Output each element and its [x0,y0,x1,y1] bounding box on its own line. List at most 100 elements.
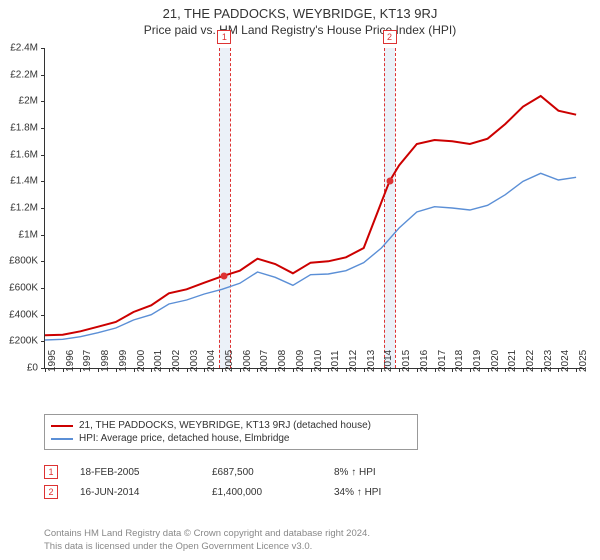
sales-row: 118-FEB-2005£687,5008% ↑ HPI [44,462,381,482]
x-tick [399,368,400,372]
legend-row: 21, THE PADDOCKS, WEYBRIDGE, KT13 9RJ (d… [51,419,411,432]
x-tick [311,368,312,372]
x-tick [523,368,524,372]
x-axis-label: 1998 [100,350,111,372]
plot-region: 12 [44,48,585,369]
x-axis-label: 2008 [277,350,288,372]
series-hpi [45,173,576,340]
x-axis-label: 2013 [366,350,377,372]
legend-box: 21, THE PADDOCKS, WEYBRIDGE, KT13 9RJ (d… [44,414,418,450]
y-tick [41,208,45,209]
sale-delta: 8% ↑ HPI [334,467,376,478]
x-axis-label: 2021 [507,350,518,372]
x-axis-label: 2022 [525,350,536,372]
x-axis-label: 2024 [560,350,571,372]
y-axis-label: £1.8M [10,123,38,134]
y-tick [41,315,45,316]
x-axis-label: 2020 [490,350,501,372]
attribution-line1: Contains HM Land Registry data © Crown c… [44,528,370,541]
y-axis-label: £0 [27,363,38,374]
x-axis-label: 2005 [224,350,235,372]
title-main: 21, THE PADDOCKS, WEYBRIDGE, KT13 9RJ [0,6,600,21]
sales-table: 118-FEB-2005£687,5008% ↑ HPI216-JUN-2014… [44,462,381,502]
x-axis-label: 2001 [153,350,164,372]
x-tick [364,368,365,372]
x-axis-label: 1996 [65,350,76,372]
y-tick [41,48,45,49]
series-property [45,96,576,335]
y-axis-label: £1M [19,229,38,240]
y-tick [41,181,45,182]
y-axis-label: £800K [9,256,38,267]
title-sub: Price paid vs. HM Land Registry's House … [0,23,600,37]
sale-marker: 2 [383,30,397,44]
x-axis-label: 2006 [242,350,253,372]
x-tick [134,368,135,372]
chart-area: 12 £0£200K£400K£600K£800K£1M£1.2M£1.4M£1… [44,48,584,404]
x-tick [63,368,64,372]
x-tick [116,368,117,372]
sale-index-box: 1 [44,465,58,479]
x-tick [293,368,294,372]
y-tick [41,235,45,236]
x-axis-label: 2019 [472,350,483,372]
x-axis-label: 2016 [419,350,430,372]
y-axis-label: £1.6M [10,149,38,160]
x-axis-label: 2012 [348,350,359,372]
legend-label: HPI: Average price, detached house, Elmb… [79,433,290,444]
y-tick [41,101,45,102]
x-tick [240,368,241,372]
y-axis-label: £1.2M [10,203,38,214]
x-tick [417,368,418,372]
x-axis-label: 1997 [82,350,93,372]
x-axis-label: 2015 [401,350,412,372]
x-axis-label: 2017 [437,350,448,372]
y-tick [41,288,45,289]
y-axis-label: £600K [9,283,38,294]
y-axis-label: £2.4M [10,43,38,54]
x-tick [470,368,471,372]
sale-index-box: 2 [44,485,58,499]
sale-point [221,273,228,280]
title-block: 21, THE PADDOCKS, WEYBRIDGE, KT13 9RJ Pr… [0,0,600,37]
x-axis-label: 2009 [295,350,306,372]
legend-row: HPI: Average price, detached house, Elmb… [51,432,411,445]
x-tick [187,368,188,372]
attribution: Contains HM Land Registry data © Crown c… [44,528,370,554]
x-tick [45,368,46,372]
x-axis-label: 2011 [330,350,341,372]
x-axis-label: 1999 [118,350,129,372]
price-chart-container: { "title": { "main": "21, THE PADDOCKS, … [0,0,600,560]
x-axis-label: 2023 [543,350,554,372]
x-tick [222,368,223,372]
sale-date: 16-JUN-2014 [80,487,190,498]
x-axis-label: 2002 [171,350,182,372]
y-tick [41,261,45,262]
x-axis-label: 2010 [313,350,324,372]
y-axis-label: £2.2M [10,69,38,80]
x-axis-label: 2007 [259,350,270,372]
x-axis-label: 2003 [189,350,200,372]
x-axis-label: 2014 [383,350,394,372]
x-tick [488,368,489,372]
y-axis-label: £2M [19,96,38,107]
x-tick [275,368,276,372]
x-tick [98,368,99,372]
legend-swatch [51,425,73,427]
sale-point [386,178,393,185]
x-tick [435,368,436,372]
x-axis-label: 2004 [206,350,217,372]
x-axis-label: 1995 [47,350,58,372]
attribution-line2: This data is licensed under the Open Gov… [44,541,370,554]
sale-date: 18-FEB-2005 [80,467,190,478]
y-axis-label: £400K [9,309,38,320]
line-series-svg [45,48,585,368]
x-tick [541,368,542,372]
y-tick [41,75,45,76]
x-axis-label: 2000 [136,350,147,372]
legend-swatch [51,438,73,440]
legend-label: 21, THE PADDOCKS, WEYBRIDGE, KT13 9RJ (d… [79,420,371,431]
x-tick [346,368,347,372]
sale-marker: 1 [217,30,231,44]
x-axis-label: 2025 [578,350,589,372]
